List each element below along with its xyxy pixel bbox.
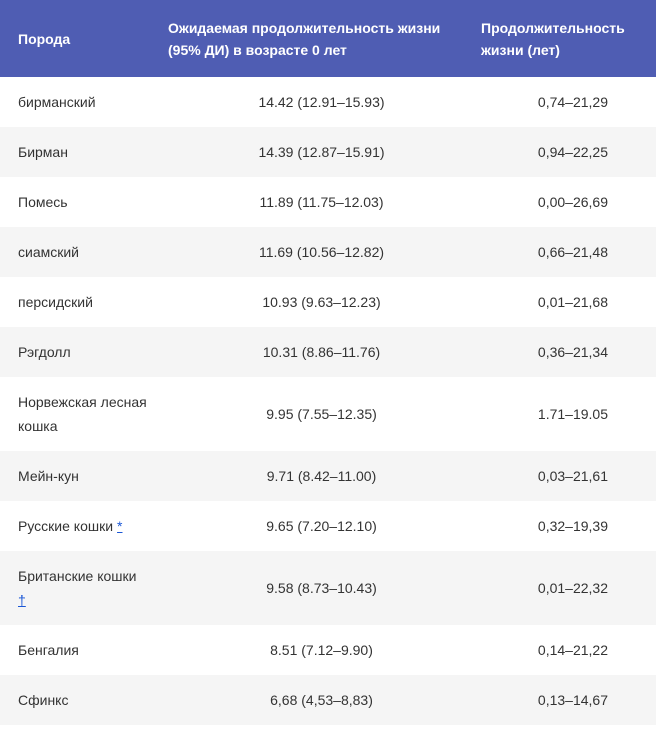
range-cell: 0,14–21,22 — [537, 642, 608, 658]
range-cell: 0,01–21,68 — [537, 294, 608, 310]
expectancy-cell: 11.69 (10.56–12.82) — [258, 244, 385, 260]
table-body: бирманский 14.42 (12.91–15.93) 0,74–21,2… — [0, 77, 656, 725]
table-row: Бирман 14.39 (12.87–15.91) 0,94–22,25 — [0, 127, 656, 177]
header-breed: Порода — [18, 30, 71, 47]
expectancy-cell: 10.31 (8.86–11.76) — [262, 344, 381, 360]
breed-cell: бирманский — [18, 94, 96, 110]
range-cell: 0,01–22,32 — [537, 580, 608, 596]
range-cell: 0,13–14,67 — [537, 692, 608, 708]
expectancy-cell: 8.51 (7.12–9.90) — [270, 642, 373, 658]
range-cell: 0,74–21,29 — [537, 94, 608, 110]
breed-cell: Бирман — [18, 144, 68, 160]
expectancy-cell: 14.42 (12.91–15.93) — [258, 94, 385, 110]
range-cell: 0,66–21,48 — [537, 244, 608, 260]
expectancy-cell: 9.71 (8.42–11.00) — [266, 468, 377, 484]
breed-cell: Мейн-кун — [18, 468, 79, 484]
breed-cell: Сфинкс — [18, 692, 69, 708]
table-row: Британские кошки † 9.58 (8.73–10.43) 0,01… — [0, 551, 656, 625]
breed-name: Британские кошки — [18, 568, 137, 584]
expectancy-cell: 9.58 (8.73–10.43) — [266, 580, 377, 596]
table-row: Русские кошки * 9.65 (7.20–12.10) 0,32–19… — [0, 501, 656, 551]
breed-cell: Бенгалия — [18, 642, 79, 658]
breed-cell: сиамский — [18, 244, 79, 260]
breed-cell: Помесь — [18, 194, 68, 210]
range-cell: 0,03–21,61 — [537, 468, 608, 484]
breed-cell: Норвежская лесная кошка — [18, 394, 147, 434]
header-row: Порода Ожидаемая продолжительность жизни… — [0, 0, 656, 77]
breed-cell: Русские кошки * — [0, 501, 164, 551]
range-cell: 0,36–21,34 — [537, 344, 608, 360]
table-row: Помесь 11.89 (11.75–12.03) 0,00–26,69 — [0, 177, 656, 227]
table-row: Бенгалия 8.51 (7.12–9.90) 0,14–21,22 — [0, 625, 656, 675]
footnote-link-asterisk[interactable]: * — [117, 518, 123, 534]
table-row: Мейн-кун 9.71 (8.42–11.00) 0,03–21,61 — [0, 451, 656, 501]
range-cell: 0,00–26,69 — [537, 194, 608, 210]
header-life-expectancy: Ожидаемая продолжительность жизни (95% Д… — [168, 19, 441, 58]
expectancy-cell: 14.39 (12.87–15.91) — [258, 144, 385, 160]
table-row: персидский 10.93 (9.63–12.23) 0,01–21,68 — [0, 277, 656, 327]
expectancy-cell: 6,68 (4,53–8,83) — [270, 692, 373, 708]
breed-cell: Рэгдолл — [18, 344, 71, 360]
table-header: Порода Ожидаемая продолжительность жизни… — [0, 0, 656, 77]
breed-name: Русские кошки — [18, 518, 114, 534]
header-lifespan-range: Продолжительность жизни (лет) — [481, 19, 625, 58]
expectancy-cell: 11.89 (11.75–12.03) — [259, 194, 384, 210]
table-row: бирманский 14.42 (12.91–15.93) 0,74–21,2… — [0, 77, 656, 127]
range-cell: 0,94–22,25 — [537, 144, 608, 160]
table-row: Рэгдолл 10.31 (8.86–11.76) 0,36–21,34 — [0, 327, 656, 377]
range-cell: 1.71–19.05 — [537, 406, 608, 422]
table-row: сиамский 11.69 (10.56–12.82) 0,66–21,48 — [0, 227, 656, 277]
footnote-link-dagger[interactable]: † — [18, 592, 26, 608]
expectancy-cell: 9.65 (7.20–12.10) — [266, 518, 377, 534]
expectancy-cell: 9.95 (7.55–12.35) — [266, 406, 377, 422]
table-row: Сфинкс 6,68 (4,53–8,83) 0,13–14,67 — [0, 675, 656, 725]
breed-cell: персидский — [18, 294, 93, 310]
table-row: Норвежская лесная кошка 9.95 (7.55–12.35… — [0, 377, 656, 451]
expectancy-cell: 10.93 (9.63–12.23) — [262, 294, 381, 310]
breed-cell: Британские кошки † — [0, 551, 164, 625]
range-cell: 0,32–19,39 — [537, 518, 608, 534]
